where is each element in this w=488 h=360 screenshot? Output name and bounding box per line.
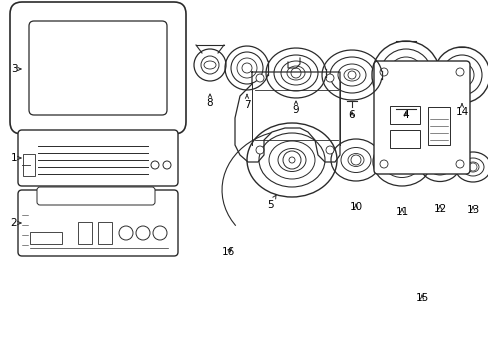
Bar [98,222,112,244]
FancyBboxPatch shape [18,190,178,256]
Circle shape [402,72,408,78]
Text: 16: 16 [221,247,234,257]
Circle shape [194,49,225,81]
Circle shape [256,74,264,82]
Circle shape [449,63,473,87]
Text: 1: 1 [11,153,21,163]
Circle shape [387,57,423,93]
Text: 5: 5 [266,195,276,210]
Circle shape [433,47,488,103]
Bar [78,222,92,244]
Text: 14: 14 [454,104,468,117]
Circle shape [397,67,413,83]
Circle shape [398,159,404,165]
Circle shape [455,160,463,168]
FancyBboxPatch shape [18,130,178,186]
Text: 8: 8 [206,94,213,108]
Circle shape [290,68,301,78]
Circle shape [288,157,294,163]
Circle shape [379,68,387,76]
FancyBboxPatch shape [10,2,185,134]
Bar [389,130,419,148]
Text: 4: 4 [402,110,408,120]
Text: 6: 6 [348,110,355,120]
Circle shape [237,58,257,78]
Circle shape [230,52,263,84]
Text: 7: 7 [243,94,250,110]
Text: 13: 13 [466,205,479,215]
Text: 11: 11 [395,207,408,217]
Text: 12: 12 [432,204,446,214]
Text: 9: 9 [292,101,299,115]
Circle shape [163,161,171,169]
Bar [30,232,62,244]
Text: 15: 15 [414,293,428,303]
Circle shape [455,68,463,76]
Text: 2: 2 [11,218,21,228]
Text: 3: 3 [11,64,21,74]
Circle shape [256,146,264,154]
Bar [427,107,449,145]
Circle shape [371,41,439,109]
Circle shape [242,63,251,73]
Bar [389,106,419,124]
Circle shape [441,55,481,95]
Circle shape [347,71,355,79]
FancyBboxPatch shape [37,187,155,205]
Circle shape [151,161,159,169]
Circle shape [119,226,133,240]
FancyBboxPatch shape [29,21,167,115]
Circle shape [379,49,431,101]
Circle shape [350,155,360,165]
Circle shape [283,151,301,169]
Circle shape [468,163,476,171]
Circle shape [136,226,150,240]
Circle shape [201,56,219,74]
Circle shape [153,226,167,240]
Bar [23,154,35,176]
Circle shape [325,146,333,154]
FancyBboxPatch shape [373,61,469,174]
Circle shape [435,161,443,169]
Circle shape [394,155,408,169]
Circle shape [379,160,387,168]
Circle shape [456,70,466,80]
Text: 10: 10 [349,202,362,212]
Circle shape [325,74,333,82]
